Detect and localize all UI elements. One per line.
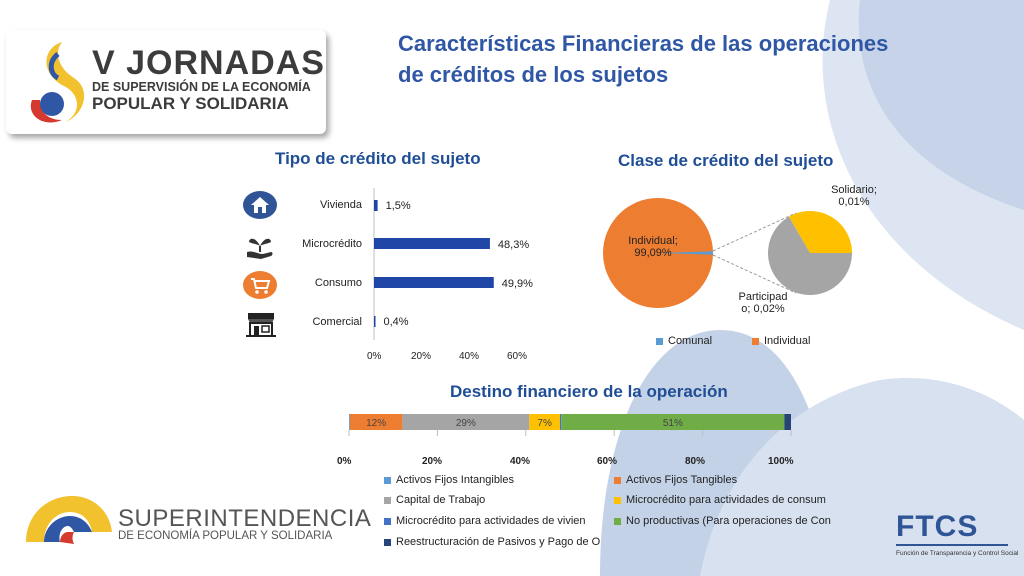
house-icon (243, 190, 277, 220)
bar-1 (374, 238, 490, 249)
cart-icon (243, 270, 277, 300)
logo-subtitle-2: POPULAR Y SOLIDARIA (92, 94, 289, 113)
legend-item-no-productivas: No productivas (Para operaciones de Con (614, 515, 831, 527)
chart3-title: Destino financiero de la operación (450, 382, 728, 401)
chart2-title: Clase de crédito del sujeto (618, 151, 834, 170)
stack-x-tick: 40% (510, 456, 531, 467)
legend-label: Individual (764, 335, 811, 347)
stack-segment-1 (349, 414, 403, 430)
x-tick-label: 20% (411, 351, 432, 362)
legend-label: Activos Fijos Tangibles (626, 474, 738, 486)
stack-segment-4 (559, 414, 562, 430)
legend-label: Capital de Trabajo (396, 494, 486, 506)
secondary-pie-slice-participado (768, 216, 852, 295)
stack-segment-5 (561, 414, 785, 430)
superintendencia-title: SUPERINTENDENCIA (118, 505, 372, 532)
stack-x-tick: 20% (422, 456, 443, 467)
superintendencia-subtitle: DE ECONOMÍA POPULAR Y SOLIDARIA (118, 530, 333, 542)
bar-0 (374, 200, 378, 211)
pie-label-participado: Participad o; 0,02% (738, 291, 788, 315)
legend-item-capital-trabajo: Capital de Trabajo (384, 494, 485, 506)
legend-label: No productivas (Para operaciones de Con (626, 515, 831, 527)
logo-title: V JORNADAS (92, 44, 325, 82)
stack-segment-0 (349, 414, 350, 430)
stack-x-tick: 80% (685, 456, 706, 467)
x-tick-label: 0% (367, 351, 382, 362)
stack-x-tick: 100% (768, 456, 794, 467)
legend-swatch (614, 517, 621, 525)
plant-hand-icon (245, 232, 275, 260)
stack-segment-3 (529, 414, 560, 430)
legend-swatch (614, 496, 621, 504)
legend-swatch (384, 476, 391, 484)
x-tick-label: 60% (507, 351, 528, 362)
bar-value-label: 49,9% (501, 278, 533, 290)
pie-label-solidario: Solidario; 0,01% (831, 184, 877, 208)
legend-item-reestructuracion: Reestructuración de Pasivos y Pago de O (384, 536, 600, 548)
jornadas-logo-icon (30, 42, 85, 123)
bar-2 (374, 277, 494, 288)
legend-label: Reestructuración de Pasivos y Pago de O (396, 536, 601, 548)
page-title: Características Financieras de las opera… (398, 31, 889, 87)
ftcs-divider (896, 544, 1008, 546)
bar-value-label: 0,4% (383, 316, 409, 328)
legend-swatch (752, 337, 759, 345)
bar-value-label: 1,5% (385, 200, 411, 212)
x-tick-label: 40% (459, 351, 480, 362)
chart1-title: Tipo de crédito del sujeto (275, 149, 481, 168)
store-icon (245, 310, 277, 338)
bar-category-vivienda: Vivienda (320, 199, 362, 211)
pie-label-individual: Individual; 99,09% (628, 235, 678, 259)
legend-swatch (656, 337, 663, 345)
legend-swatch (384, 538, 391, 546)
secondary-pie-slice-solidario (789, 211, 853, 253)
legend-item-comunal: Comunal (656, 335, 712, 347)
legend-label: Microcrédito para actividades de consum (626, 494, 826, 506)
pie-connector (712, 254, 797, 294)
bar-3 (374, 316, 376, 327)
superintendencia-logo-icon (26, 496, 112, 544)
bar-category-comercial: Comercial (312, 316, 362, 328)
legend-item-activos-intangibles: Activos Fijos Intangibles (384, 474, 514, 486)
legend-label: Microcrédito para actividades de vivien (396, 515, 586, 527)
stack-label-2: 29% (456, 418, 476, 429)
stack-label-5: 51% (663, 418, 683, 429)
ftcs-logo-text: FTCS (896, 510, 979, 543)
legend-item-individual: Individual (752, 335, 810, 347)
legend-swatch (384, 517, 391, 525)
legend-item-activos-tangibles: Activos Fijos Tangibles (614, 474, 737, 486)
stack-segment-2 (402, 414, 530, 430)
stack-label-1: 12% (366, 418, 386, 429)
legend-swatch (614, 476, 621, 484)
pie-connector (712, 212, 797, 252)
pie-slice-comunal (658, 251, 713, 255)
legend-label: Activos Fijos Intangibles (396, 474, 514, 486)
bar-category-microcredito: Microcrédito (302, 238, 362, 250)
legend-swatch (384, 496, 391, 504)
stack-x-tick: 60% (597, 456, 618, 467)
stack-segment-6 (784, 414, 791, 430)
ftcs-subtitle: Función de Transparencia y Control Socia… (896, 550, 1019, 557)
stack-x-tick: 0% (337, 456, 352, 467)
bar-category-consumo: Consumo (314, 277, 362, 289)
legend-label: Comunal (668, 335, 713, 347)
stack-label-3: 7% (537, 418, 552, 429)
legend-item-micro-vivienda: Microcrédito para actividades de vivien (384, 515, 586, 527)
bar-value-label: 48,3% (497, 239, 530, 251)
legend-item-micro-consumo: Microcrédito para actividades de consum (614, 494, 826, 506)
logo-subtitle: DE SUPERVISIÓN DE LA ECONOMÍA (92, 80, 311, 94)
